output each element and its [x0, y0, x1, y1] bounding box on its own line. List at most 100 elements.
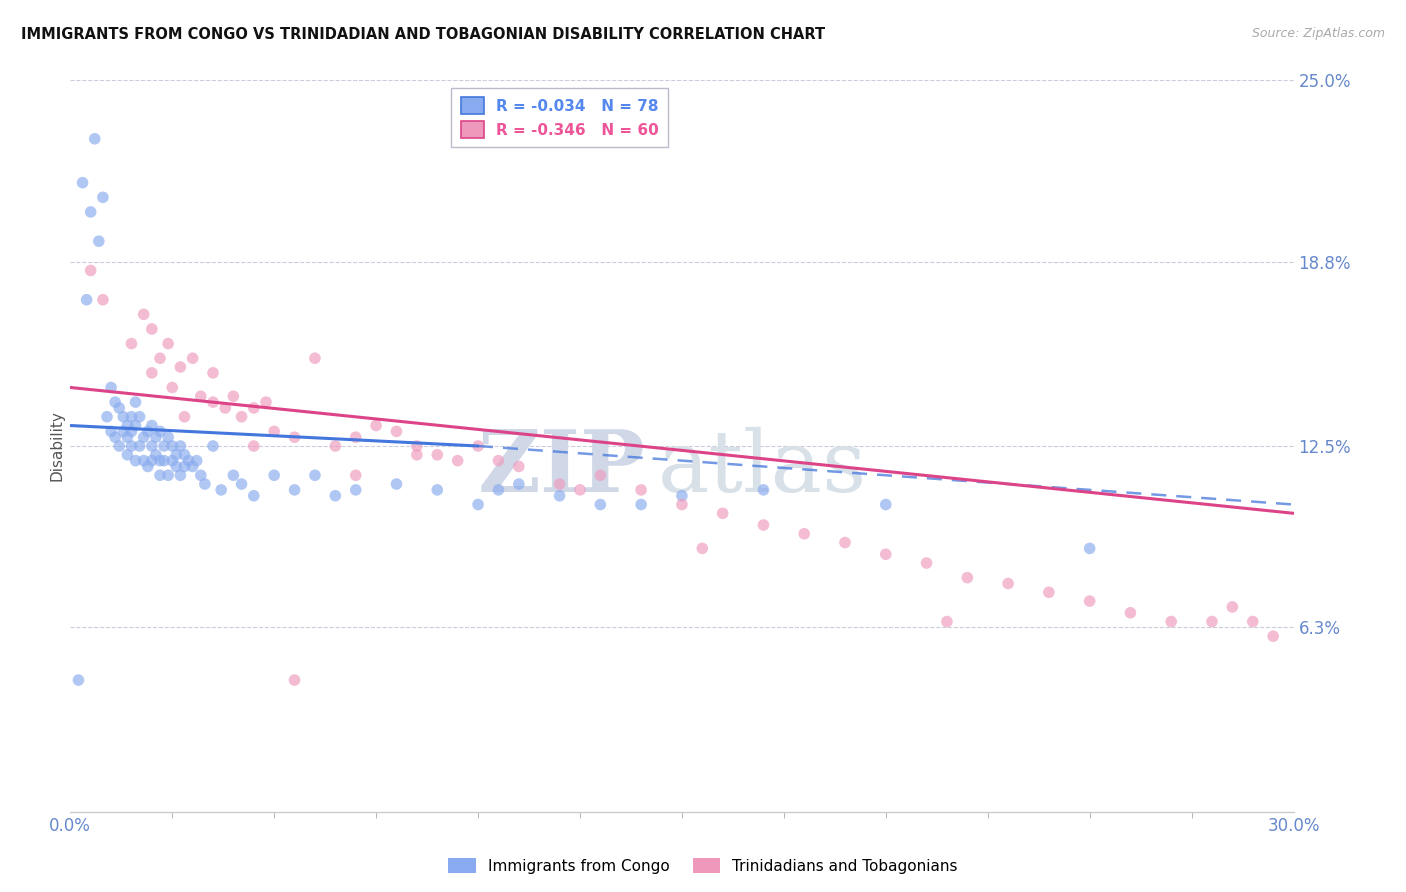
Point — [1160, 615, 1182, 629]
Point — [231, 409, 253, 424]
Point — [112, 425, 135, 439]
Text: atlas: atlas — [658, 426, 866, 509]
Point — [752, 483, 775, 497]
Point — [711, 506, 734, 520]
Point — [875, 498, 897, 512]
Point — [157, 430, 180, 444]
Point — [263, 425, 285, 439]
Point — [202, 366, 225, 380]
Point — [254, 395, 277, 409]
Point — [149, 425, 172, 439]
Point — [145, 448, 167, 462]
Point — [875, 547, 897, 561]
Point — [1119, 606, 1142, 620]
Point — [108, 439, 131, 453]
Point — [121, 439, 143, 453]
Point — [344, 483, 367, 497]
Point — [568, 483, 592, 497]
Legend: R = -0.034   N = 78, R = -0.346   N = 60: R = -0.034 N = 78, R = -0.346 N = 60 — [451, 88, 668, 147]
Point — [243, 439, 266, 453]
Point — [79, 205, 103, 219]
Point — [108, 401, 131, 415]
Point — [124, 453, 146, 467]
Point — [117, 448, 139, 462]
Point — [385, 425, 408, 439]
Point — [834, 535, 856, 549]
Point — [169, 359, 191, 374]
Point — [141, 418, 163, 433]
Point — [508, 459, 530, 474]
Point — [141, 453, 163, 467]
Point — [222, 389, 245, 403]
Point — [169, 468, 191, 483]
Point — [173, 448, 195, 462]
Point — [104, 395, 127, 409]
Point — [194, 477, 217, 491]
Point — [222, 468, 245, 483]
Point — [141, 322, 163, 336]
Point — [956, 571, 979, 585]
Point — [186, 453, 208, 467]
Point — [426, 483, 449, 497]
Point — [426, 448, 449, 462]
Point — [692, 541, 714, 556]
Point — [589, 498, 612, 512]
Point — [1078, 594, 1101, 608]
Point — [112, 409, 135, 424]
Point — [124, 395, 146, 409]
Point — [128, 439, 150, 453]
Point — [165, 459, 187, 474]
Point — [173, 409, 195, 424]
Point — [488, 483, 510, 497]
Point — [231, 477, 253, 491]
Point — [406, 448, 429, 462]
Point — [304, 468, 326, 483]
Point — [190, 468, 212, 483]
Point — [209, 483, 232, 497]
Point — [124, 418, 146, 433]
Point — [284, 673, 307, 687]
Point — [117, 418, 139, 433]
Point — [447, 453, 470, 467]
Point — [157, 468, 180, 483]
Point — [467, 498, 489, 512]
Point — [1241, 615, 1264, 629]
Point — [548, 489, 571, 503]
Point — [136, 425, 159, 439]
Y-axis label: Disability: Disability — [49, 410, 65, 482]
Point — [149, 351, 172, 366]
Point — [177, 453, 200, 467]
Point — [87, 234, 110, 248]
Legend: Immigrants from Congo, Trinidadians and Tobagonians: Immigrants from Congo, Trinidadians and … — [441, 852, 965, 880]
Point — [132, 453, 155, 467]
Point — [630, 483, 652, 497]
Point — [128, 409, 150, 424]
Point — [1038, 585, 1060, 599]
Point — [263, 468, 285, 483]
Point — [162, 380, 183, 394]
Point — [104, 430, 127, 444]
Point — [67, 673, 90, 687]
Point — [548, 477, 571, 491]
Point — [91, 190, 114, 204]
Point — [344, 468, 367, 483]
Point — [72, 176, 94, 190]
Point — [121, 336, 143, 351]
Point — [145, 430, 167, 444]
Point — [165, 448, 187, 462]
Point — [1078, 541, 1101, 556]
Point — [323, 489, 347, 503]
Point — [1220, 599, 1243, 614]
Point — [173, 459, 195, 474]
Point — [284, 483, 307, 497]
Point — [508, 477, 530, 491]
Point — [243, 401, 266, 415]
Point — [149, 468, 172, 483]
Point — [793, 526, 815, 541]
Point — [76, 293, 98, 307]
Point — [488, 453, 510, 467]
Point — [366, 418, 388, 433]
Point — [153, 439, 176, 453]
Point — [181, 351, 204, 366]
Point — [132, 430, 155, 444]
